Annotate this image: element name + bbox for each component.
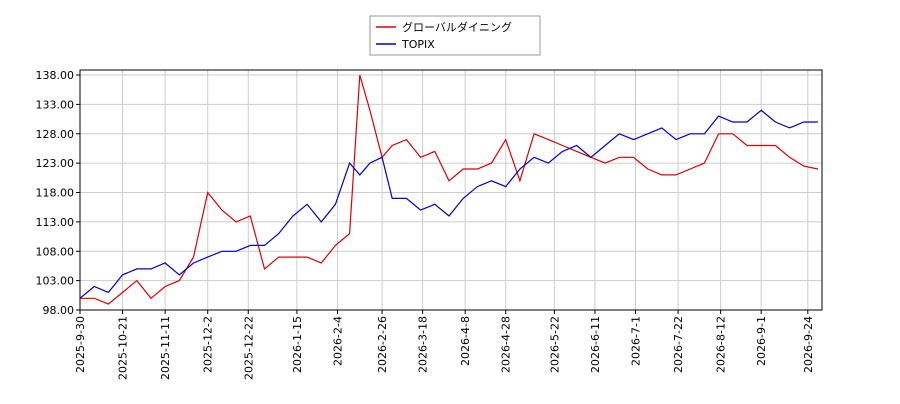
y-tick-label: 108.00: [36, 245, 75, 258]
x-tick-label: 2026-2-26: [376, 316, 389, 373]
plot-frame: [79, 69, 823, 311]
x-tick-label: 2026-4-8: [459, 316, 472, 366]
y-tick-label: 138.00: [36, 69, 75, 82]
x-tick-label: 2026-8-12: [715, 316, 728, 373]
x-tick-label: 2026-2-4: [331, 316, 344, 366]
x-tick-label: 2026-9-24: [802, 316, 815, 373]
x-tick-label: 2026-7-22: [672, 316, 685, 373]
y-tick-label: 133.00: [36, 98, 75, 111]
series-line: [79, 109, 818, 299]
x-tick-label: 2025-9-30: [74, 316, 87, 373]
y-tick-label: 118.00: [36, 187, 75, 200]
y-tick-label: 113.00: [36, 216, 75, 229]
y-tick-label: 103.00: [36, 275, 75, 288]
x-tick-label: 2026-9-1: [755, 316, 768, 366]
y-tick-label: 128.00: [36, 128, 75, 141]
legend-label: TOPIX: [401, 38, 435, 51]
x-tick-label: 2025-12-22: [242, 316, 255, 380]
series-line: [80, 74, 819, 305]
x-tick-label: 2025-11-11: [159, 316, 172, 380]
legend-box: [369, 15, 541, 56]
x-tick-label: 2026-6-11: [589, 316, 602, 373]
x-tick-label: 2026-7-1: [629, 316, 642, 366]
x-tick-label: 2026-5-22: [548, 316, 561, 373]
legend-label: グローバルダイニング: [402, 20, 512, 34]
x-tick-label: 2025-10-21: [117, 316, 130, 380]
x-tick-label: 2026-3-18: [417, 316, 430, 373]
y-tick-label: 98.00: [43, 304, 75, 317]
x-tick-label: 2026-4-28: [500, 316, 513, 373]
x-tick-label: 2026-1-15: [291, 316, 304, 373]
y-tick-label: 123.00: [36, 157, 75, 170]
x-tick-label: 2025-12-2: [202, 316, 215, 373]
